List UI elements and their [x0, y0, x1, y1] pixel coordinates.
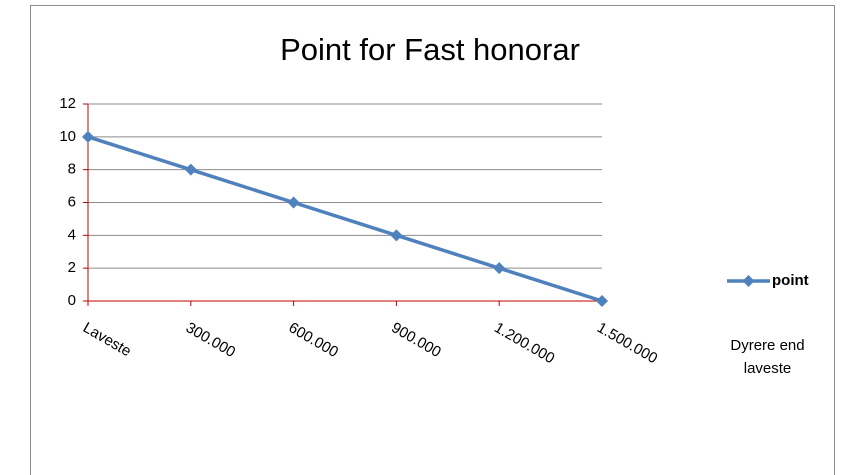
series-line — [87, 135, 603, 303]
y-tick-label: 12 — [59, 95, 76, 112]
marker — [390, 229, 403, 242]
y-tick-label: 6 — [68, 193, 76, 210]
marker — [596, 295, 608, 307]
chart-title: Point for Fast honorar — [280, 32, 580, 67]
legend-label: point — [772, 272, 809, 289]
y-tick-label: 10 — [59, 128, 76, 145]
y-tick-label: 2 — [68, 259, 76, 276]
chart-border — [30, 5, 835, 475]
marker — [287, 196, 300, 209]
marker — [184, 163, 197, 176]
marker — [493, 262, 506, 275]
marker — [82, 130, 94, 143]
y-tick-label: 0 — [68, 292, 76, 309]
legend-marker — [742, 275, 755, 287]
y-tick-label: 8 — [68, 161, 76, 178]
y-tick-label: 4 — [68, 226, 76, 243]
x-axis-title: Dyrere end laveste — [730, 337, 805, 377]
